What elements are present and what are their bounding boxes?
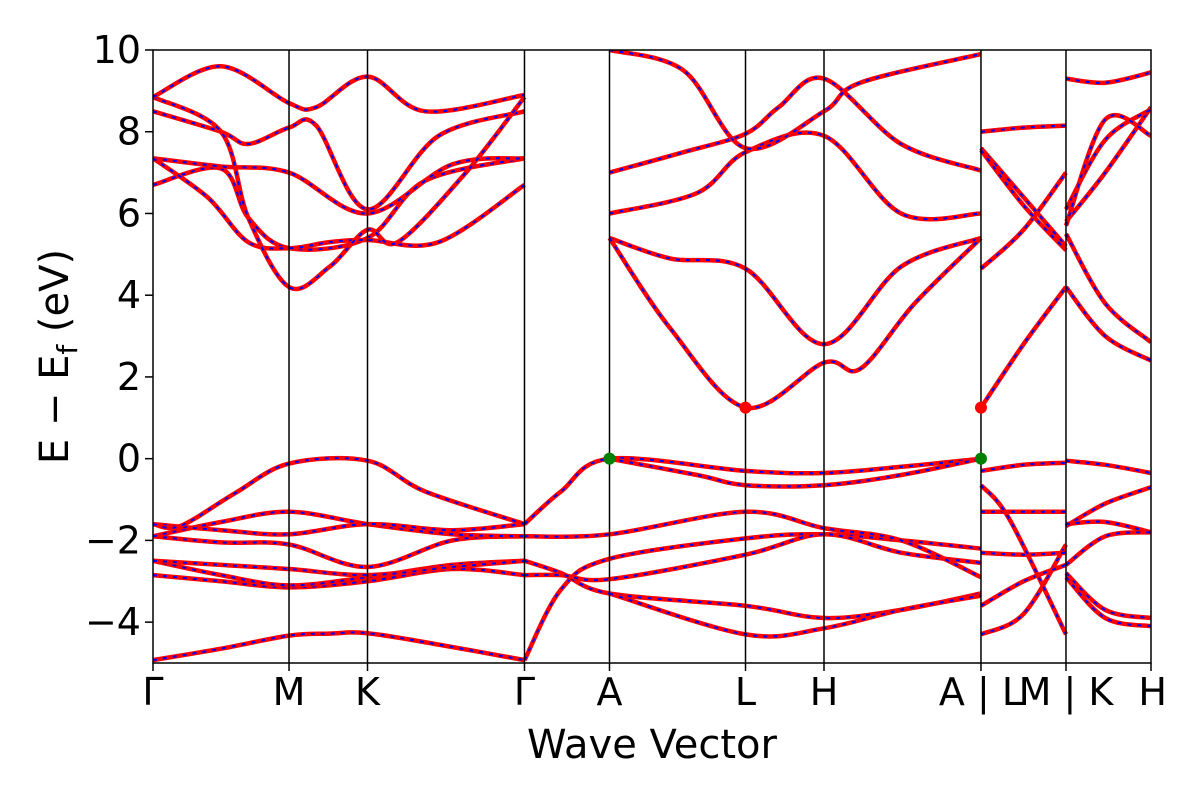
x-tick-label-5: L	[735, 670, 756, 714]
band-line-dashed-25	[609, 50, 982, 151]
band-line-dashed-44	[1065, 233, 1151, 343]
band-line-5	[153, 509, 525, 539]
band-line-0	[153, 630, 525, 663]
band-line-dashed-20	[609, 592, 982, 638]
band-line-dashed-43	[1065, 286, 1151, 362]
vbm-marker-0	[603, 452, 616, 465]
band-line-23	[608, 130, 982, 222]
band-line-dashed-24	[609, 76, 982, 174]
band-line-dashed-46	[1065, 108, 1151, 210]
band-line-dashed-0	[153, 631, 525, 662]
band-line-dashed-27	[980, 563, 1067, 607]
y-axis-label-sub: f	[51, 344, 84, 355]
band-line-43	[1064, 285, 1151, 363]
vbm-marker-1	[974, 452, 987, 465]
band-line-dashed-36	[980, 124, 1067, 133]
x-tick-label-4: A	[596, 670, 622, 714]
band-line-24	[608, 75, 982, 175]
band-line-dashed-6	[153, 523, 525, 536]
plot-frame	[152, 49, 1152, 664]
band-line-35	[979, 148, 1068, 252]
y-tick-label-2: 0	[117, 437, 141, 481]
band-line-dashed-41	[1065, 572, 1151, 619]
high-symmetry-lines	[288, 50, 1067, 663]
band-line-dashed-31	[980, 461, 1067, 472]
y-tick-label-0: −4	[85, 600, 141, 644]
band-line-dashed-13	[153, 65, 525, 113]
band-line-dashed-33	[980, 172, 1067, 270]
band-line-dashed-42	[1065, 576, 1151, 628]
x-tick-label-8: M | K	[1019, 670, 1115, 715]
y-tick-label-5: 6	[117, 191, 141, 235]
band-line-44	[1064, 232, 1151, 344]
band-line-dashed-28	[980, 551, 1067, 556]
band-line-dashed-19	[609, 457, 982, 488]
x-axis: Γ M K Γ A L H A | LM | K H	[142, 663, 1167, 715]
x-tick-label-2: K	[355, 670, 381, 714]
band-line-18	[522, 455, 982, 526]
band-line-dashed-23	[609, 131, 982, 221]
band-line-dashed-17	[524, 510, 982, 579]
band-line-dashed-45	[1065, 106, 1151, 223]
band-line-13	[153, 64, 525, 114]
band-line-dashed-1	[153, 567, 525, 589]
y-tick-label-1: −2	[85, 518, 141, 562]
band-line-dashed-22	[608, 237, 982, 410]
band-line-dashed-18	[523, 457, 982, 525]
band-line-dashed-5	[153, 510, 525, 538]
x-tick-label-1: M	[273, 670, 306, 714]
y-tick-label-6: 8	[117, 110, 141, 154]
cbm-marker-3	[974, 401, 987, 414]
y-tick-label-4: 4	[117, 273, 141, 317]
band-line-dashed-48	[1065, 114, 1151, 227]
band-line-dashed-9	[153, 157, 525, 215]
cbm-marker-2	[739, 401, 752, 414]
band-line-dashed-30	[980, 484, 1067, 635]
x-tick-label-9: H	[1138, 670, 1167, 714]
x-tick-label-7: A | L	[939, 670, 1023, 715]
band-line-37	[1065, 458, 1151, 476]
y-tick-label-7: 10	[93, 28, 141, 72]
band-line-7	[153, 455, 526, 531]
band-line-dashed-32	[980, 286, 1067, 409]
x-tick-label-0: Γ	[142, 670, 163, 714]
band-edge-markers	[603, 401, 987, 465]
band-line-dashed-10	[153, 157, 526, 250]
band-line-33	[979, 171, 1068, 271]
y-tick-label-3: 2	[117, 355, 141, 399]
band-line-dashed-26	[980, 543, 1067, 636]
band-line-dashed-2	[153, 559, 525, 587]
y-axis: −4 −2 0 2 4 6 8 10	[85, 28, 153, 644]
band-line-dashed-11	[153, 110, 525, 211]
band-line-dashed-21	[609, 237, 982, 346]
band-line-39	[1065, 519, 1151, 535]
band-line-17	[524, 509, 982, 580]
band-lines	[153, 50, 1151, 663]
band-line-27	[979, 562, 1067, 608]
y-axis-label: E − Ef (eV)	[32, 249, 84, 464]
band-line-dashed-12	[153, 96, 526, 290]
x-axis-label: Wave Vector	[527, 722, 778, 768]
y-axis-label-unit: (eV)	[32, 249, 78, 345]
band-line-dashed-40	[1065, 531, 1151, 566]
x-tick-label-6: H	[810, 670, 839, 714]
band-line-26	[980, 543, 1068, 637]
x-tick-label-3: Γ	[514, 670, 535, 714]
band-line-dashed-4	[153, 535, 525, 569]
y-axis-label-main: E − E	[32, 355, 78, 465]
band-line-40	[1064, 529, 1151, 567]
band-line-dashed-3	[153, 559, 525, 577]
band-line-47	[1065, 70, 1151, 86]
